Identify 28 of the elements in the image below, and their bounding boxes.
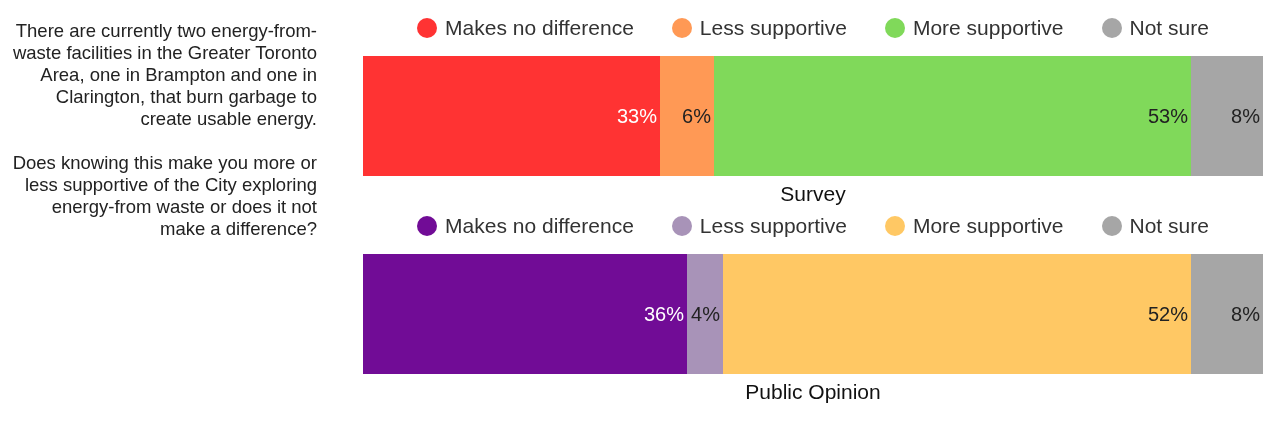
bar <box>363 56 660 176</box>
bar <box>1191 56 1263 176</box>
legend-label: Makes no difference <box>445 16 634 40</box>
bar <box>660 56 714 176</box>
data-label: 36% <box>643 303 685 325</box>
x-axis-title: Survey <box>779 182 847 206</box>
data-label: 33% <box>616 105 658 127</box>
bar <box>363 254 687 374</box>
bar <box>1191 254 1263 374</box>
legend-label: Less supportive <box>699 16 847 40</box>
data-label: 6% <box>682 105 712 127</box>
legend-label: Less supportive <box>699 214 847 238</box>
bar <box>714 56 1191 176</box>
legend-label: Not sure <box>1129 16 1209 40</box>
bar <box>723 254 1191 374</box>
bar <box>687 254 723 374</box>
data-label: 8% <box>1231 303 1261 325</box>
data-label: 52% <box>1147 303 1189 325</box>
legend-label: Makes no difference <box>445 214 634 238</box>
data-label: 53% <box>1147 105 1189 127</box>
data-label: 8% <box>1231 105 1261 127</box>
legend-label: Not sure <box>1129 214 1209 238</box>
x-axis-title: Public Opinion <box>744 380 882 404</box>
text: Does knowing this make you more or less supportive of the City exploring energy-from waste or does it not make a difference? <box>11 152 317 240</box>
legend-label: More supportive <box>912 214 1064 238</box>
text: There are currently two energy-from-waste facilities in the Greater Toronto Area, one in Brampton and one in Clarington, that burn garbage to create usable energy. <box>11 20 317 130</box>
legend-label: More supportive <box>912 16 1064 40</box>
data-label: 4% <box>691 303 721 325</box>
